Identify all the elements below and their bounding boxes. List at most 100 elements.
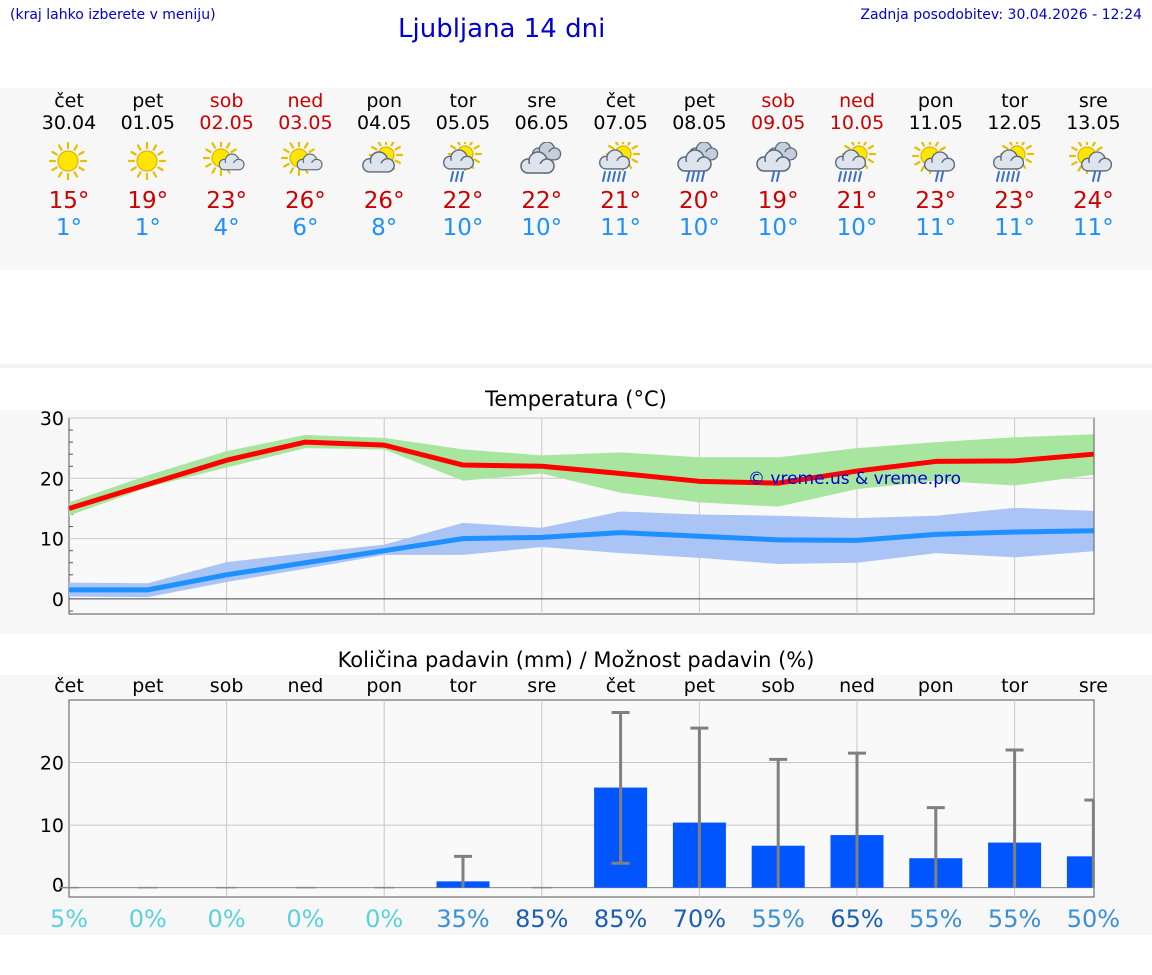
max-temperature-line bbox=[68, 439, 1094, 511]
y-tick-label: 0 bbox=[52, 875, 64, 897]
day-name: pon bbox=[917, 90, 954, 112]
day-column: tor 05.05 22° 10° bbox=[423, 90, 503, 242]
day-name: tor bbox=[449, 90, 477, 112]
day-date: 03.05 bbox=[278, 112, 333, 134]
max-temperature: 21° bbox=[600, 188, 641, 214]
x-category-label: sob bbox=[761, 675, 795, 697]
weather-sun-cloud-light-rain-icon bbox=[1069, 142, 1113, 182]
temperature-chart-title: Temperatura (°C) bbox=[485, 387, 667, 411]
error-bar bbox=[690, 726, 709, 888]
day-name: ned bbox=[839, 90, 875, 112]
day-date: 06.05 bbox=[514, 112, 569, 134]
day-column: sre 13.05 24° 11° bbox=[1053, 90, 1133, 242]
x-category-label: tor bbox=[1001, 675, 1028, 697]
precipitation-probability: 85% bbox=[515, 905, 568, 933]
page-title: Ljubljana 14 dni bbox=[398, 14, 606, 44]
day-name: pet bbox=[132, 90, 164, 112]
divider bbox=[0, 364, 1152, 368]
weather-sun-cloud-rain-icon bbox=[443, 142, 483, 182]
x-category-label: ned bbox=[839, 675, 875, 697]
day-name: sre bbox=[1078, 90, 1108, 112]
weather-sun-cloud-icon bbox=[362, 142, 404, 173]
watermark: © vreme.us & vreme.pro bbox=[748, 469, 961, 489]
x-category-label: ned bbox=[288, 675, 324, 697]
error-bar bbox=[454, 854, 472, 888]
x-category-label: čet bbox=[54, 675, 84, 697]
day-column: pet 08.05 20° 10° bbox=[659, 90, 739, 242]
weather-sun-cloud-small-icon bbox=[281, 142, 323, 177]
day-name: pet bbox=[683, 90, 715, 112]
day-column: sob 09.05 19° 10° bbox=[738, 90, 818, 242]
min-temperature: 11° bbox=[915, 215, 957, 241]
day-name: čet bbox=[605, 90, 636, 112]
max-temperature: 23° bbox=[206, 188, 247, 214]
x-category-label: pon bbox=[918, 675, 954, 697]
x-category-label: pet bbox=[684, 675, 715, 697]
y-tick-label: 20 bbox=[40, 753, 64, 775]
day-column: pon 11.05 23° 11° bbox=[896, 90, 976, 242]
day-column: čet 30.04 15° 1° bbox=[29, 90, 109, 242]
error-bar bbox=[1005, 748, 1024, 888]
max-temperature: 23° bbox=[915, 188, 957, 214]
day-date: 13.05 bbox=[1066, 112, 1121, 134]
daily-forecast-band bbox=[0, 88, 1152, 270]
day-name: ned bbox=[287, 90, 324, 112]
day-column: pon 04.05 26° 8° bbox=[344, 90, 424, 242]
day-date: 02.05 bbox=[199, 112, 254, 134]
y-tick-label: 20 bbox=[40, 468, 64, 490]
day-date: 07.05 bbox=[593, 112, 648, 134]
precipitation-probability: 55% bbox=[752, 905, 805, 933]
precipitation-probability: 0% bbox=[129, 905, 167, 933]
max-temperature: 20° bbox=[679, 188, 720, 214]
error-bar bbox=[769, 757, 788, 888]
day-name: sre bbox=[527, 90, 557, 112]
precipitation-probability: 55% bbox=[909, 905, 962, 933]
location-menu-hint: (kraj lahko izberete v meniju) bbox=[10, 7, 216, 23]
max-temperature: 22° bbox=[521, 188, 563, 214]
precipitation-probability: 65% bbox=[830, 905, 883, 933]
day-column: ned 10.05 21° 10° bbox=[817, 90, 897, 242]
day-column: pet 01.05 19° 1° bbox=[108, 90, 188, 242]
weather-sun-icon bbox=[127, 142, 166, 181]
weather-sun-icon bbox=[48, 142, 88, 181]
weather-sun-cloud-heavy-rain-icon bbox=[835, 142, 877, 182]
precipitation-probability: 0% bbox=[365, 905, 403, 933]
max-temperature: 26° bbox=[285, 188, 326, 214]
day-date: 12.05 bbox=[987, 112, 1042, 134]
precipitation-probability: 0% bbox=[208, 905, 246, 933]
x-category-label: pon bbox=[366, 675, 402, 697]
precipitation-probability: 55% bbox=[988, 905, 1041, 933]
day-name: sob bbox=[209, 90, 244, 112]
day-date: 05.05 bbox=[435, 112, 491, 134]
x-category-label: pet bbox=[132, 675, 163, 697]
error-bar bbox=[926, 806, 945, 888]
precipitation-probability: 50% bbox=[1067, 905, 1120, 933]
max-temperature: 26° bbox=[363, 188, 405, 214]
min-temperature-line bbox=[69, 528, 1094, 593]
weather-cloud-light-rain-icon bbox=[756, 142, 798, 182]
error-bar bbox=[1084, 798, 1095, 888]
weather-sun-cloud-heavy-rain-icon bbox=[598, 142, 640, 182]
precipitation-probability: 0% bbox=[286, 905, 324, 933]
min-range-band bbox=[69, 507, 1094, 598]
weather-clouds-icon bbox=[520, 142, 562, 174]
min-temperature: 11° bbox=[1073, 215, 1114, 241]
day-date: 30.04 bbox=[41, 112, 97, 134]
day-column: sob 02.05 23° 4° bbox=[187, 90, 267, 242]
precipitation-chart: 0 10 20 čet pet sob ned pon tor sre čet pet sob ned po… bbox=[40, 675, 1120, 933]
day-name: tor bbox=[1001, 90, 1029, 112]
precipitation-probability: 85% bbox=[594, 905, 647, 933]
day-date: 11.05 bbox=[908, 112, 963, 134]
y-tick-label: 0 bbox=[52, 589, 64, 611]
day-column: ned 03.05 26° 6° bbox=[265, 90, 345, 242]
x-category-label: čet bbox=[606, 675, 636, 697]
min-temperature: 4° bbox=[213, 215, 240, 241]
weather-sun-cloud-small-icon bbox=[202, 142, 245, 177]
weather-sun-cloud-heavy-rain-icon bbox=[992, 142, 1034, 182]
error-bar bbox=[611, 711, 630, 865]
day-date: 01.05 bbox=[120, 112, 175, 134]
precipitation-probability: 5% bbox=[50, 905, 88, 933]
min-temperature: 10° bbox=[521, 215, 563, 241]
y-tick-label: 10 bbox=[40, 529, 64, 551]
last-update: Zadnja posodobitev: 30.04.2026 - 12:24 bbox=[860, 7, 1142, 23]
